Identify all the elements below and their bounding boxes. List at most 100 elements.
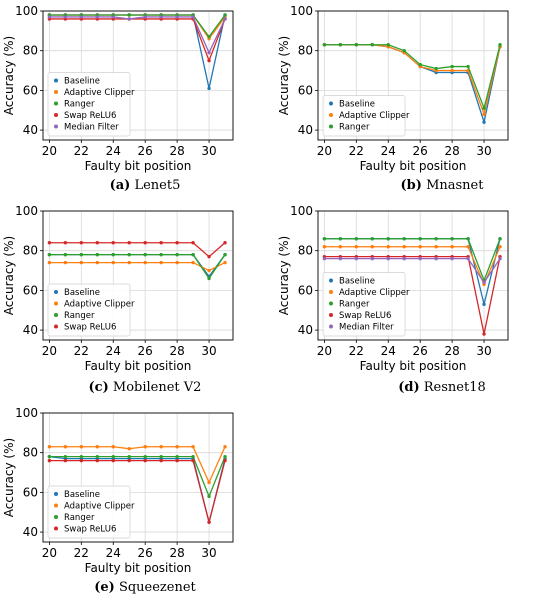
data-point-adaptive-clipper xyxy=(95,260,99,265)
x-tick-label: 24 xyxy=(106,344,121,358)
legend-label-median-filter: Median Filter xyxy=(64,123,119,133)
data-point-swap-relu6 xyxy=(159,458,163,463)
x-tick-label: 20 xyxy=(42,546,57,560)
x-tick-label: 28 xyxy=(169,144,184,158)
data-point-ranger xyxy=(143,252,147,257)
data-point-swap-relu6 xyxy=(223,458,227,463)
legend-label-baseline: Baseline xyxy=(64,288,100,298)
data-point-adaptive-clipper xyxy=(111,445,115,449)
caption-name: Lenet5 xyxy=(134,178,181,193)
data-point-median-filter xyxy=(95,15,99,19)
y-tick-label: 40 xyxy=(23,525,38,539)
data-point-ranger xyxy=(386,237,390,241)
caption-mobilenet-v2: (c) Mobilenet V2 xyxy=(45,380,245,395)
data-point-ranger xyxy=(79,252,84,257)
x-axis-label: Faulty bit position xyxy=(85,359,192,373)
data-point-swap-relu6 xyxy=(95,458,99,463)
y-tick-label: 100 xyxy=(15,406,38,420)
y-axis-label: Accuracy (%) xyxy=(277,36,291,115)
data-point-median-filter xyxy=(175,15,179,19)
legend-label-ranger: Ranger xyxy=(64,100,95,110)
y-tick-label: 40 xyxy=(298,323,313,337)
data-point-ranger xyxy=(127,252,131,257)
legend-label-adaptive-clipper: Adaptive Clipper xyxy=(64,88,135,98)
data-point-ranger xyxy=(354,43,359,47)
plot-frame xyxy=(317,210,509,341)
chart-mobilenet-v2: 20 22 24 26 28 30 40 60 80 100 Faulty bit position… xyxy=(0,200,275,400)
data-point-adaptive-clipper xyxy=(143,260,147,265)
series-line-ranger xyxy=(324,238,501,283)
data-point-adaptive-clipper xyxy=(127,260,131,265)
data-point-adaptive-clipper xyxy=(175,445,179,449)
data-point-ranger xyxy=(338,237,343,241)
data-point-swap-relu6 xyxy=(127,241,131,245)
data-point-ranger xyxy=(450,237,454,241)
legend-marker-swap-relu6 xyxy=(54,526,58,531)
legend-marker-median-filter xyxy=(329,324,333,329)
legend-label-swap-relu6: Swap ReLU6 xyxy=(64,111,116,121)
data-point-adaptive-clipper xyxy=(450,68,454,73)
caption-lenet5: (a) Lenet5 xyxy=(45,178,245,193)
x-tick-label: 30 xyxy=(476,344,491,358)
caption-letter: (c) xyxy=(88,380,109,395)
y-tick-label: 60 xyxy=(23,485,38,499)
data-point-swap-relu6 xyxy=(127,458,131,463)
chart-svg: 20 22 24 26 28 30 40 60 80 100 Faulty bit position… xyxy=(2,4,234,173)
data-point-ranger xyxy=(207,276,211,281)
y-tick-label: 100 xyxy=(290,4,313,18)
legend-box xyxy=(322,272,406,337)
legend-marker-baseline xyxy=(329,278,333,283)
data-point-adaptive-clipper xyxy=(418,245,422,249)
legend-marker-adaptive-clipper xyxy=(329,113,333,117)
caption-letter: (a) xyxy=(109,178,131,193)
data-point-adaptive-clipper xyxy=(159,445,163,449)
data-point-ranger xyxy=(191,252,195,257)
data-point-adaptive-clipper xyxy=(47,445,52,449)
series-line-adaptive-clipper xyxy=(324,246,501,287)
data-point-swap-relu6 xyxy=(63,241,68,245)
data-point-adaptive-clipper xyxy=(63,260,68,265)
data-point-ranger xyxy=(47,252,52,257)
data-point-median-filter xyxy=(207,50,211,55)
plot-frame xyxy=(42,10,234,141)
data-point-swap-relu6 xyxy=(47,458,52,463)
data-point-median-filter xyxy=(127,17,131,21)
chart-mnasnet: 20 22 24 26 28 30 40 60 80 100 Faulty bit position… xyxy=(275,0,550,200)
data-point-ranger xyxy=(143,454,147,459)
legend-box xyxy=(47,283,131,337)
data-point-ranger xyxy=(95,252,99,257)
data-point-ranger xyxy=(386,43,390,47)
data-point-adaptive-clipper xyxy=(223,445,227,449)
y-tick-label: 60 xyxy=(23,283,38,297)
y-tick-label: 100 xyxy=(15,204,38,218)
legend-marker-ranger xyxy=(329,124,333,129)
data-point-adaptive-clipper xyxy=(482,112,486,116)
data-point-median-filter xyxy=(354,256,359,261)
x-tick-label: 22 xyxy=(349,144,364,158)
series-line-swap-relu6 xyxy=(49,459,226,525)
legend-label-baseline: Baseline xyxy=(339,277,375,287)
data-point-ranger xyxy=(498,237,502,241)
x-tick-label: 30 xyxy=(201,144,216,158)
legend-box xyxy=(47,485,131,539)
series-line-ranger xyxy=(49,254,226,280)
x-tick-label: 28 xyxy=(444,144,459,158)
series-line-median-filter xyxy=(324,257,501,284)
x-tick-label: 28 xyxy=(169,546,184,560)
data-point-median-filter xyxy=(79,15,84,19)
y-tick-label: 60 xyxy=(298,83,313,97)
data-point-baseline xyxy=(482,120,486,124)
x-tick-label: 26 xyxy=(138,144,153,158)
series-line-ranger xyxy=(49,456,226,499)
data-point-ranger xyxy=(111,454,115,459)
data-point-ranger xyxy=(402,48,406,53)
caption-name: Mobilenet V2 xyxy=(112,380,202,395)
data-point-adaptive-clipper xyxy=(111,260,115,265)
series-line-swap-relu6 xyxy=(49,242,226,258)
legend-marker-ranger xyxy=(329,301,333,306)
data-point-ranger xyxy=(223,454,227,459)
chart-svg: 20 22 24 26 28 30 40 60 80 100 Faulty bit position… xyxy=(2,204,234,373)
legend-marker-adaptive-clipper xyxy=(54,90,58,94)
legend-marker-adaptive-clipper xyxy=(329,290,333,294)
